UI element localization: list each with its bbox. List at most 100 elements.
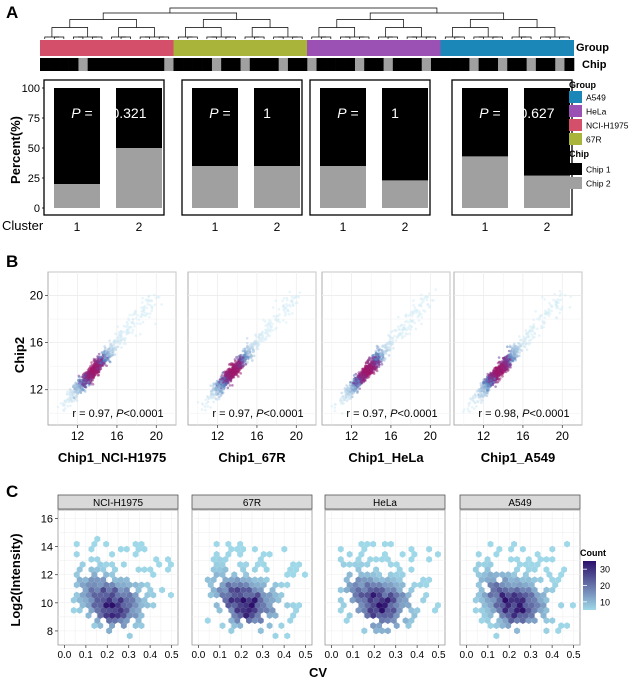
scatter-point [136, 314, 140, 317]
scatter-point [379, 354, 382, 357]
scatter-point [201, 403, 205, 406]
c-x-tick-label: 0.3 [389, 650, 403, 661]
scatter-point [228, 384, 232, 387]
cluster-tick-label: 2 [136, 220, 143, 234]
b-x-tick-label: 16 [110, 429, 124, 443]
c-y-tick-label: 10 [41, 598, 53, 610]
cluster-facet-frame [43, 79, 165, 216]
dendrogram-branch [444, 36, 460, 39]
scatter-point [434, 288, 438, 291]
scatter-point [136, 322, 139, 325]
scatter-point [360, 375, 364, 379]
scatter-point [66, 404, 70, 408]
scatter-point [141, 310, 145, 313]
scatter-point [285, 298, 289, 302]
scatter-point [231, 384, 234, 387]
scatter-point [62, 409, 66, 413]
chip-track-segment [459, 58, 470, 71]
scatter-point [533, 335, 536, 339]
chip-track-segment [268, 58, 279, 71]
scatter-point [492, 380, 495, 384]
scatter-point [472, 399, 475, 403]
b-x-tick-label: 20 [290, 429, 304, 443]
scatter-point [260, 339, 264, 343]
scatter-point [287, 312, 291, 316]
scatter-point [90, 361, 93, 364]
scatter-point [78, 375, 81, 379]
stacked-bar-chip1 [254, 88, 300, 166]
scatter-point [225, 382, 229, 385]
scatter-point [103, 355, 107, 359]
scatter-point [76, 393, 79, 396]
dendrogram-branch [73, 36, 84, 39]
b-x-axis-title: Chip1_NCI-H1975 [58, 450, 166, 465]
dendrogram-branch [369, 12, 505, 20]
scatter-point [400, 336, 404, 340]
scatter-point [139, 315, 143, 318]
scatter-point [345, 399, 349, 403]
scatter-point [212, 382, 215, 385]
scatter-point [237, 360, 241, 363]
scatter-point [245, 341, 249, 345]
scatter-point [558, 307, 562, 311]
scatter-point [420, 322, 423, 326]
scatter-point [93, 366, 96, 369]
scatter-point [216, 386, 220, 389]
stacked-bar-chip2 [320, 166, 366, 208]
scatter-point [367, 358, 370, 362]
scatter-point [532, 325, 535, 329]
c-x-tick-label: 0.2 [100, 650, 114, 661]
dendrogram-branch [177, 36, 193, 39]
scatter-point [360, 372, 363, 375]
scatter-point [480, 401, 483, 405]
scatter-point [533, 331, 536, 335]
scatter-point [67, 400, 71, 404]
dendrogram-branch [521, 36, 532, 39]
scatter-point [137, 318, 141, 322]
dendrogram-branch [385, 27, 422, 37]
colorbar-tick-label: 10 [600, 597, 610, 607]
scatter-point [494, 369, 497, 372]
scatter-point [403, 334, 406, 338]
scatter-point [150, 309, 153, 313]
scatter-point [351, 386, 355, 390]
scatter-point [246, 361, 249, 364]
scatter-point [211, 396, 214, 400]
b-x-tick-label: 12 [71, 429, 85, 443]
chip-track-segment [478, 58, 489, 71]
p-value: 0.321 [111, 105, 146, 121]
correlation-annotation: r = 0.97, P<0.0001 [212, 408, 303, 420]
scatter-point [480, 394, 484, 398]
scatter-point [551, 304, 554, 308]
scatter-point [403, 323, 406, 327]
scatter-point [264, 328, 268, 332]
scatter-point [540, 295, 544, 299]
scatter-point [96, 369, 100, 373]
scatter-point [479, 382, 483, 385]
a-y-tick-label: 75 [28, 113, 40, 125]
scatter-point [461, 410, 465, 414]
a-x-axis-title: Cluster [2, 218, 44, 233]
scatter-point [542, 325, 546, 329]
scatter-point [144, 311, 147, 314]
scatter-point [528, 339, 531, 342]
panel-label-c: C [6, 482, 18, 501]
scatter-point [112, 343, 116, 347]
a-y-tick-label: 25 [28, 173, 40, 185]
scatter-point [557, 301, 560, 305]
scatter-point [410, 314, 414, 318]
scatter-point [115, 345, 119, 349]
c-x-tick-label: 0.1 [79, 650, 93, 661]
chip-track-segment [373, 58, 384, 71]
scatter-point [239, 366, 242, 369]
scatter-point [428, 292, 431, 296]
scatter-point [510, 357, 514, 360]
cluster-tick-label: 1 [340, 220, 347, 234]
scatter-point [560, 305, 564, 309]
chip-track-segment [440, 58, 451, 71]
scatter-point [413, 321, 416, 325]
scatter-point [114, 332, 117, 336]
scatter-point [272, 314, 276, 318]
scatter-point [351, 395, 354, 399]
